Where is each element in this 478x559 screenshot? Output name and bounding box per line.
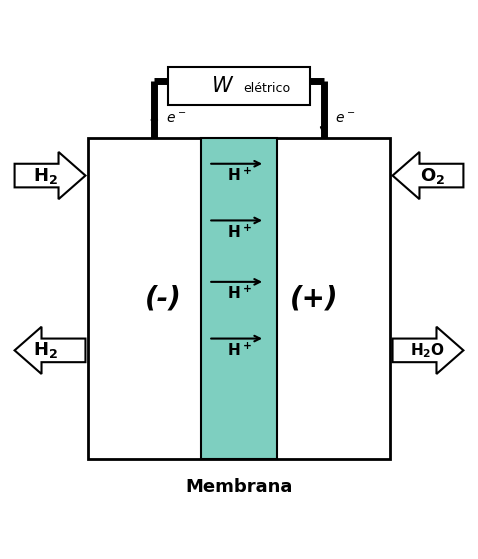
Text: $\mathbf{H^+}$: $\mathbf{H^+}$ [227, 342, 251, 359]
Polygon shape [392, 152, 463, 199]
Polygon shape [15, 327, 86, 374]
Text: $\mathbf{H_2O}$: $\mathbf{H_2O}$ [411, 341, 445, 360]
Text: $\mathbf{H_2}$: $\mathbf{H_2}$ [33, 340, 58, 361]
Bar [201, 138, 277, 459]
Polygon shape [392, 327, 463, 374]
Text: $e^-$: $e^-$ [336, 112, 356, 126]
Text: $\mathbf{H_2}$: $\mathbf{H_2}$ [33, 165, 58, 186]
Text: $\mathbf{H^+}$: $\mathbf{H^+}$ [227, 224, 251, 241]
Text: (+): (+) [290, 285, 339, 312]
Text: elétrico: elétrico [244, 82, 291, 94]
Text: (-): (-) [145, 285, 182, 312]
Text: $e^-$: $e^-$ [166, 112, 186, 126]
Text: $\mathbf{H^+}$: $\mathbf{H^+}$ [227, 285, 251, 302]
Text: Membrana: Membrana [185, 478, 293, 496]
Text: $\mathbf{H^+}$: $\mathbf{H^+}$ [227, 167, 251, 184]
Polygon shape [15, 152, 86, 199]
Text: $\mathbf{O_2}$: $\mathbf{O_2}$ [420, 165, 445, 186]
Text: $\mathit{W}$: $\mathit{W}$ [211, 76, 234, 96]
Bar [168, 67, 310, 105]
Bar [88, 138, 390, 459]
